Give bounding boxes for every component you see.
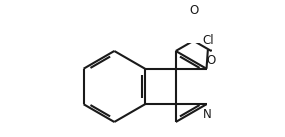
Text: O: O	[207, 54, 216, 67]
Text: O: O	[189, 4, 198, 17]
Text: Cl: Cl	[202, 34, 214, 47]
Text: N: N	[203, 108, 212, 121]
